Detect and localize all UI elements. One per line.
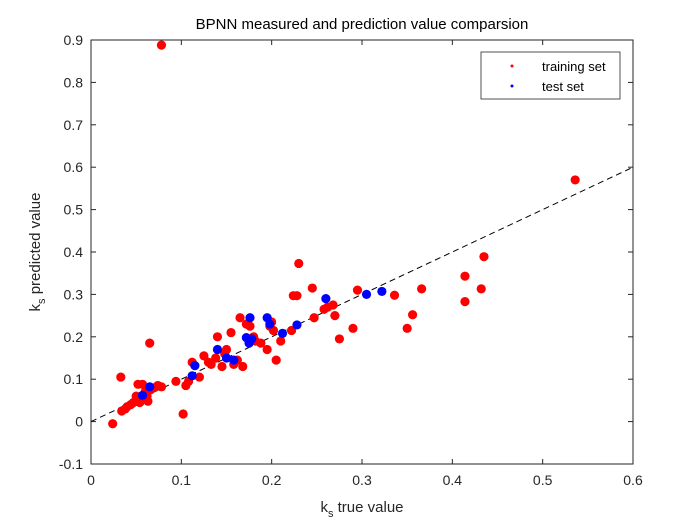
x-tick-label: 0.4 xyxy=(443,472,463,488)
training-point xyxy=(271,355,281,365)
legend-label-training: training set xyxy=(542,59,606,74)
training-point xyxy=(226,327,236,338)
y-axis-label-subscript: s xyxy=(36,298,48,304)
training-point xyxy=(292,291,302,301)
training-point xyxy=(171,376,181,386)
y-tick-label: 0.9 xyxy=(64,32,84,48)
training-point xyxy=(330,311,340,321)
training-point xyxy=(417,284,427,294)
x-tick-label: 0.6 xyxy=(623,472,643,488)
test-point xyxy=(361,289,372,299)
training-point xyxy=(570,175,580,185)
x-tick-label: 0.2 xyxy=(262,472,282,488)
training-point xyxy=(211,353,221,363)
test-point xyxy=(377,286,387,297)
y-tick-label: 0.5 xyxy=(64,202,84,218)
y-tick-label: 0 xyxy=(75,414,83,430)
y-tick-label: 0.2 xyxy=(64,329,84,345)
y-tick-label: 0.1 xyxy=(64,371,84,387)
training-point xyxy=(245,321,255,331)
training-point xyxy=(235,313,245,323)
training-point xyxy=(476,284,486,294)
x-tick-label: 0.5 xyxy=(533,472,553,488)
training-point xyxy=(206,359,216,369)
training-point xyxy=(402,323,412,333)
x-tick-label: 0 xyxy=(87,472,95,488)
test-point xyxy=(321,294,331,304)
training-point xyxy=(108,419,118,429)
test-point xyxy=(292,320,302,330)
series-test-set xyxy=(137,286,387,400)
training-point xyxy=(460,297,470,307)
test-point xyxy=(190,361,200,371)
y-tick-label: -0.1 xyxy=(59,456,83,472)
training-point xyxy=(389,290,400,300)
training-point xyxy=(178,409,188,419)
training-point xyxy=(135,397,145,408)
y-tick-label: 0.8 xyxy=(64,74,84,90)
legend-box xyxy=(480,51,621,100)
y-axis-label-main: k xyxy=(27,303,44,311)
training-point xyxy=(156,382,167,392)
test-point xyxy=(212,344,223,355)
training-point xyxy=(143,396,153,406)
training-point xyxy=(221,344,232,355)
training-point xyxy=(116,372,126,382)
training-point xyxy=(348,323,358,333)
y-tick-label: 0.3 xyxy=(64,286,84,302)
x-tick-label: 0.1 xyxy=(172,472,192,488)
test-point xyxy=(247,334,257,344)
y-axis-label: ks predicted value xyxy=(27,193,48,312)
training-point xyxy=(307,283,317,293)
training-point xyxy=(212,332,223,342)
test-point xyxy=(245,313,255,323)
legend-label-test: test set xyxy=(542,79,584,94)
legend: training set test set xyxy=(480,51,621,100)
y-tick-label: 0.6 xyxy=(64,159,84,175)
data-points xyxy=(108,40,580,429)
x-axis: 0 0.1 0.2 0.3 0.4 0.5 0.6 xyxy=(87,40,643,488)
y-axis-label-rest: predicted value xyxy=(27,193,44,299)
training-point xyxy=(407,310,418,320)
x-tick-label: 0.3 xyxy=(352,472,372,488)
y-tick-label: 0.4 xyxy=(64,244,84,260)
test-point xyxy=(221,353,232,363)
training-point xyxy=(137,379,148,389)
test-point xyxy=(137,390,148,400)
test-point xyxy=(265,319,275,329)
training-point xyxy=(352,285,363,295)
test-point xyxy=(277,328,288,339)
training-point xyxy=(238,361,248,372)
legend-marker-training xyxy=(510,64,514,68)
y-tick-label: 0.7 xyxy=(64,117,84,133)
training-point xyxy=(156,40,167,50)
training-point xyxy=(199,351,209,361)
axes-box xyxy=(90,39,634,465)
training-point xyxy=(217,361,227,372)
x-axis-label-main: k xyxy=(320,499,328,516)
training-point xyxy=(194,372,204,382)
test-point xyxy=(145,382,155,392)
x-axis-label-subscript: s xyxy=(328,508,334,520)
y-axis: -0.1 0 0.1 0.2 0.3 0.4 0.5 0.6 0.7 0.8 0.9 xyxy=(59,32,633,472)
training-point xyxy=(256,338,266,348)
training-point xyxy=(276,336,286,346)
x-axis-label: ks true value xyxy=(320,499,403,520)
training-point xyxy=(328,300,338,310)
training-point xyxy=(145,338,155,348)
training-point xyxy=(334,334,345,344)
training-point xyxy=(460,271,470,281)
training-point xyxy=(479,252,489,262)
chart-title: BPNN measured and prediction value compa… xyxy=(196,16,529,33)
plot-area xyxy=(90,39,634,465)
test-point xyxy=(229,355,239,365)
training-point xyxy=(309,313,319,323)
legend-marker-test xyxy=(510,84,514,88)
x-axis-label-rest: true value xyxy=(333,499,403,516)
training-point xyxy=(294,258,304,269)
test-point xyxy=(187,371,197,381)
training-point xyxy=(262,344,272,355)
